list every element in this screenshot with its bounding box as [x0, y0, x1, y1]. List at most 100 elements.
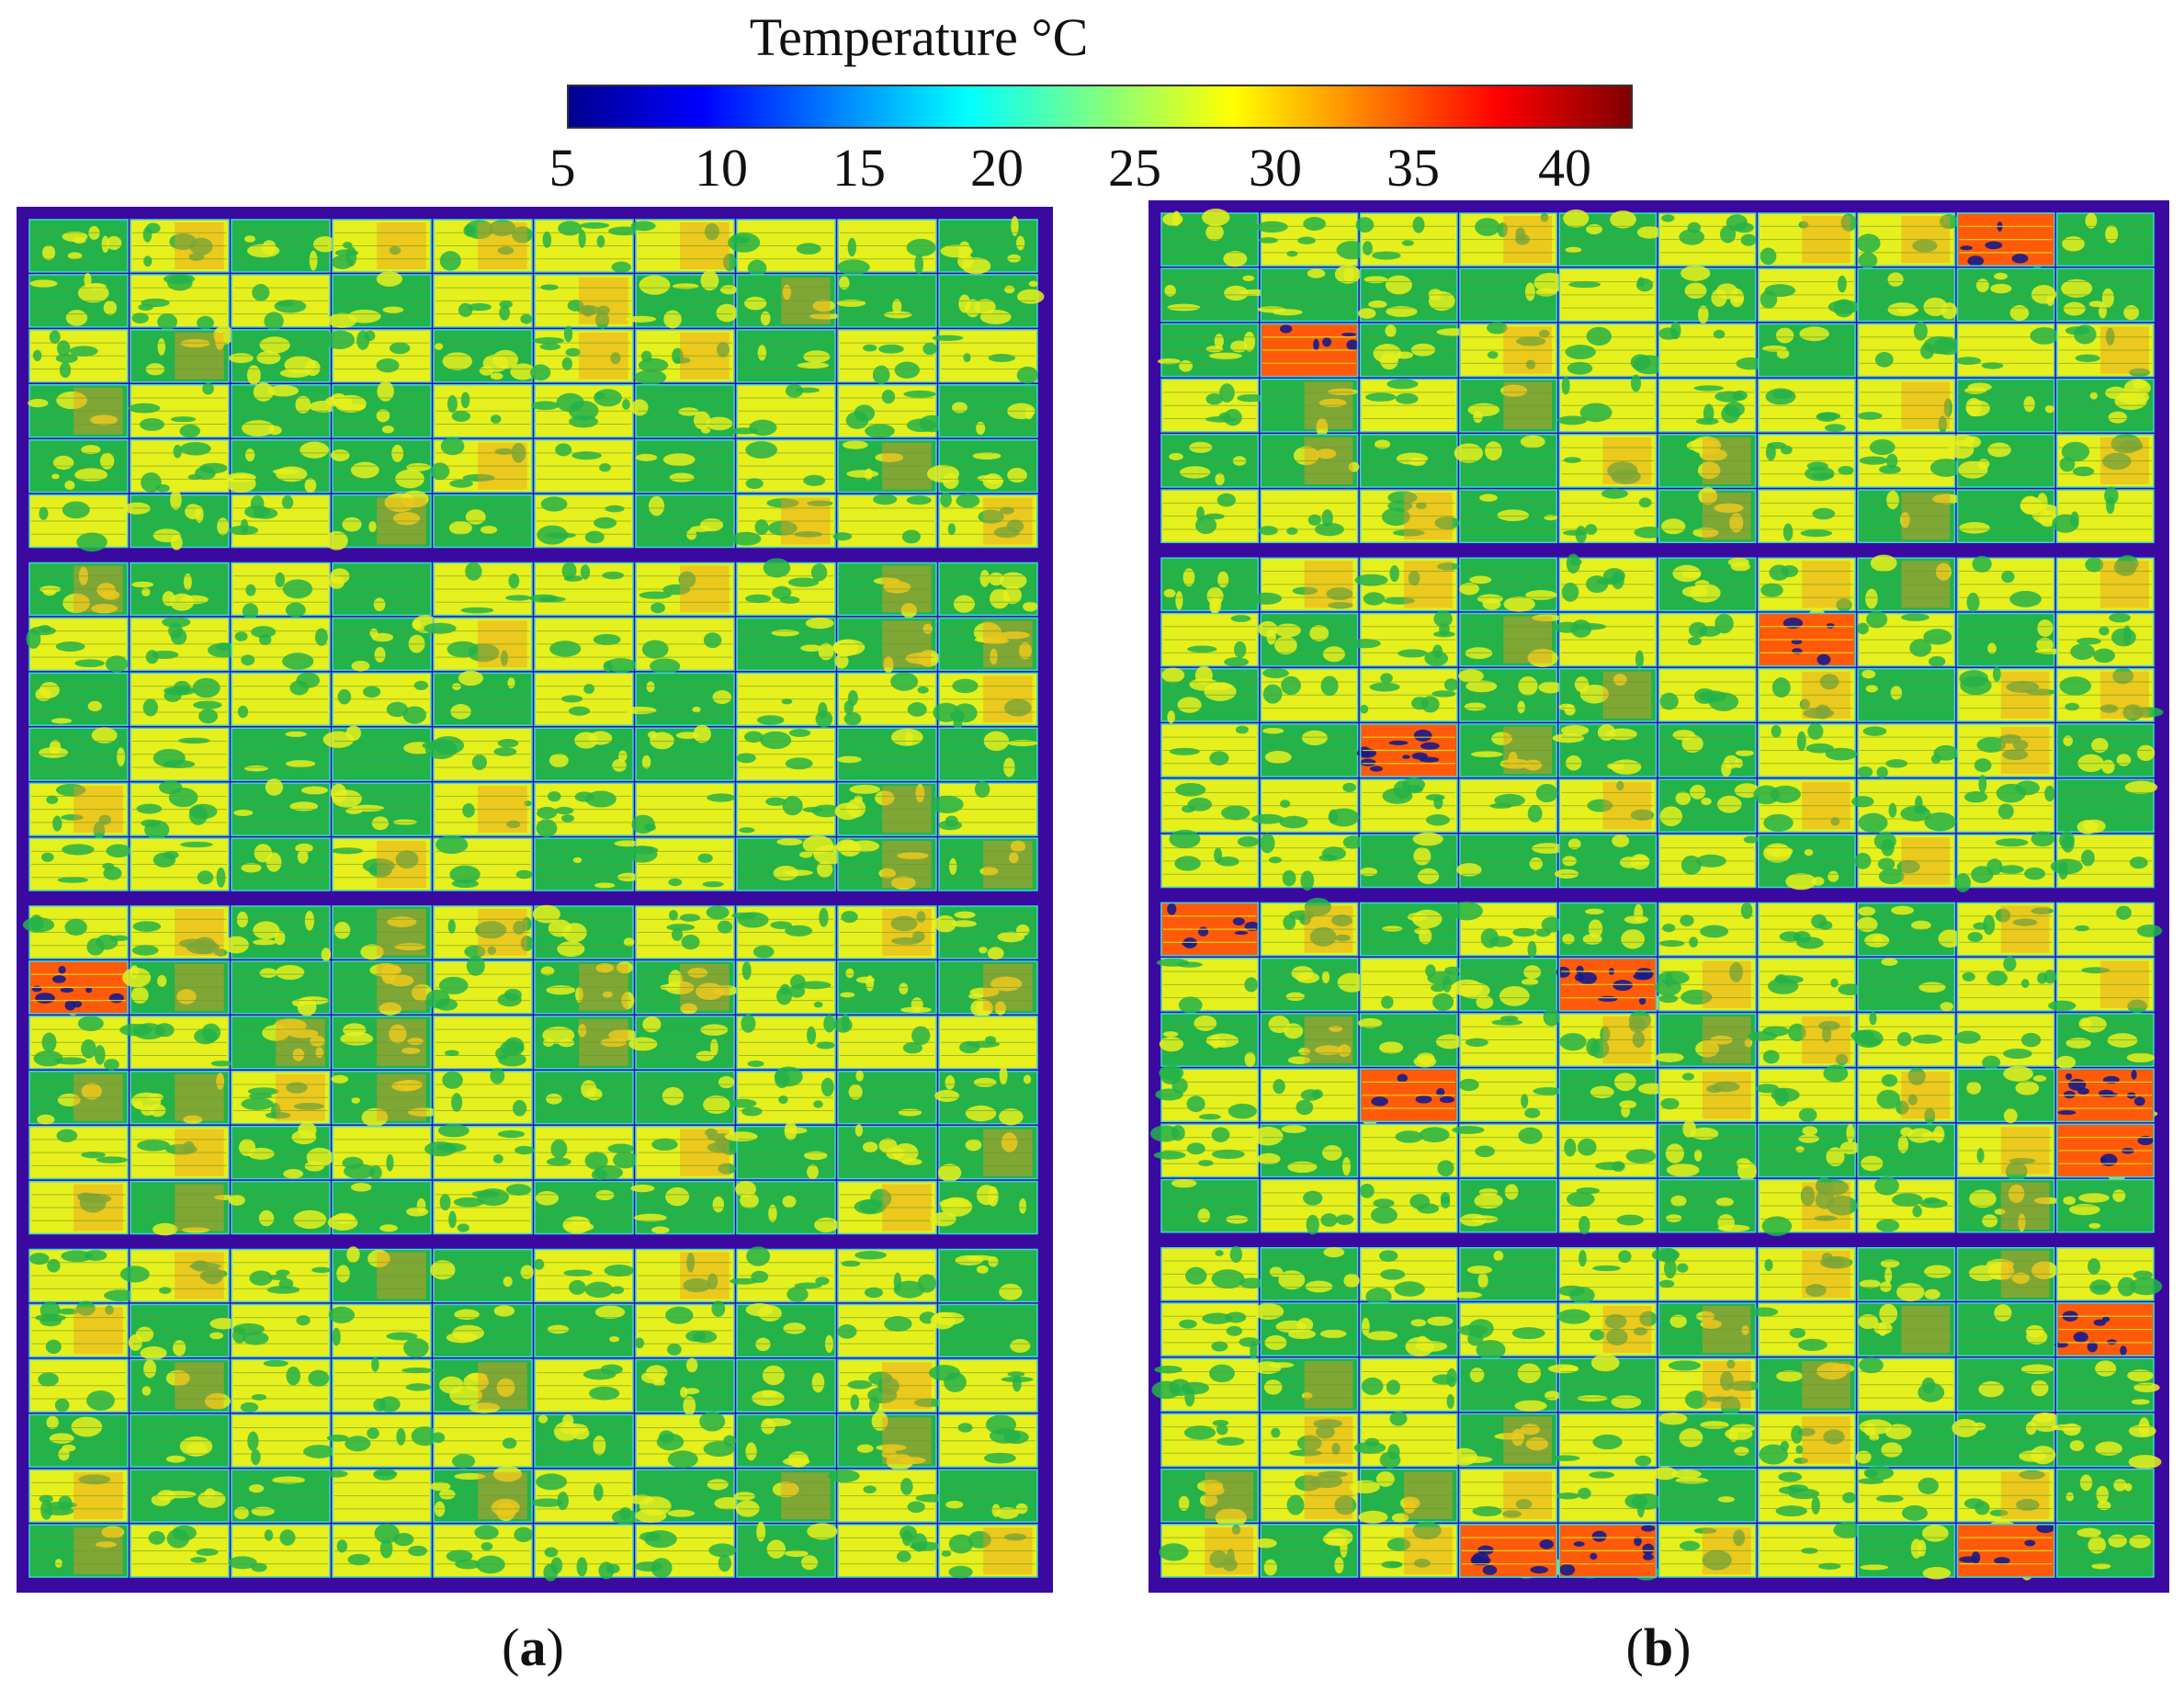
pv-module [1956, 555, 2055, 613]
pv-module [1857, 321, 1963, 378]
pv-module [1558, 778, 1658, 834]
pv-module [1160, 1468, 1260, 1528]
pv-module [837, 1411, 937, 1470]
pv-module [231, 778, 331, 836]
pv-module [1857, 434, 1963, 488]
pv-module [1349, 610, 1458, 667]
pv-module [28, 494, 129, 552]
pv-module [229, 329, 331, 386]
pv-module [1658, 723, 1757, 777]
pv-module [1758, 378, 1856, 433]
pv-module [1758, 1468, 1857, 1523]
pv-module [1260, 1178, 1359, 1235]
pv-module [1557, 374, 1658, 433]
pv-module [626, 837, 735, 891]
pv-module [1251, 1123, 1359, 1178]
pv-module [635, 438, 735, 494]
pv-module [1651, 1247, 1757, 1301]
pv-module [28, 1071, 129, 1125]
pv-module [1857, 1466, 1956, 1523]
pv-module [837, 960, 937, 1015]
pv-module [624, 672, 735, 727]
pv-module [1658, 1302, 1757, 1356]
pv-module [530, 325, 634, 383]
pv-module [433, 782, 533, 836]
pv-module [331, 837, 432, 891]
colorbar-tick-15: 15 [832, 138, 886, 198]
pv-module [630, 219, 737, 273]
pv-module [229, 494, 331, 549]
pv-module [729, 383, 836, 438]
pv-module [1956, 1357, 2055, 1413]
pv-module [1159, 1013, 1260, 1067]
pv-module [929, 1180, 1038, 1235]
pv-module [1160, 378, 1265, 433]
pv-module [735, 1180, 839, 1235]
pv-module [1956, 1178, 2061, 1233]
pv-module [28, 727, 129, 781]
pv-module [1747, 1013, 1856, 1067]
pv-module [1558, 323, 1667, 378]
pv-module [837, 562, 937, 619]
pv-module [1758, 557, 1856, 612]
pv-module [433, 1303, 533, 1358]
pv-module [130, 837, 230, 891]
pv-module [1160, 612, 1260, 667]
pv-module [932, 329, 1038, 384]
pv-module [1658, 265, 1757, 324]
pv-module [1857, 667, 1956, 722]
pv-module [736, 960, 836, 1015]
pv-module [1149, 1123, 1260, 1178]
pv-module [1151, 1357, 1260, 1413]
pv-module [1753, 778, 1856, 834]
pv-module [130, 1180, 234, 1236]
pv-module [1558, 667, 1658, 722]
pv-module [1459, 557, 1557, 612]
pv-module [736, 617, 836, 672]
pv-module [1956, 612, 2066, 667]
pv-module [2055, 1178, 2155, 1233]
pv-module [938, 216, 1038, 275]
pv-module [1658, 667, 1757, 722]
pv-module [1459, 723, 1557, 777]
pv-module [2055, 1524, 2155, 1578]
colorbar [567, 85, 1633, 129]
pv-module [1956, 956, 2057, 1012]
pv-module [1250, 557, 1359, 612]
pv-module [1658, 834, 1759, 889]
pv-module [1857, 1123, 1956, 1178]
pv-module [433, 1016, 533, 1070]
pv-module [1758, 834, 1856, 891]
thermal-image-panel-b [1149, 200, 2169, 1593]
pv-module [1658, 902, 1757, 957]
pv-module [1459, 267, 1567, 323]
pv-module [1955, 323, 2059, 378]
pv-module [331, 219, 432, 273]
pv-module [231, 562, 331, 619]
pv-module [534, 782, 634, 838]
pv-module [635, 1071, 735, 1125]
pv-module [1160, 267, 1271, 323]
pv-module [1956, 267, 2057, 323]
pv-module [837, 727, 937, 781]
pv-module [1160, 1302, 1261, 1361]
pv-module [128, 1303, 238, 1360]
pv-module [1547, 1354, 1658, 1413]
pv-module [2055, 555, 2155, 612]
pv-module [1459, 612, 1563, 667]
pv-module [28, 1300, 129, 1358]
pv-module [130, 780, 230, 840]
pv-module [836, 274, 937, 328]
pv-module [837, 219, 937, 276]
pv-module [736, 558, 836, 617]
pv-module [130, 1358, 231, 1413]
pv-module [933, 672, 1038, 731]
pv-module [630, 1180, 735, 1235]
pv-module [534, 1303, 634, 1358]
pv-module [433, 670, 533, 727]
pv-module [631, 384, 735, 438]
pv-module [1450, 1413, 1557, 1468]
pv-module [2055, 1357, 2160, 1413]
pv-module [433, 219, 533, 273]
pv-module [1758, 607, 1856, 667]
